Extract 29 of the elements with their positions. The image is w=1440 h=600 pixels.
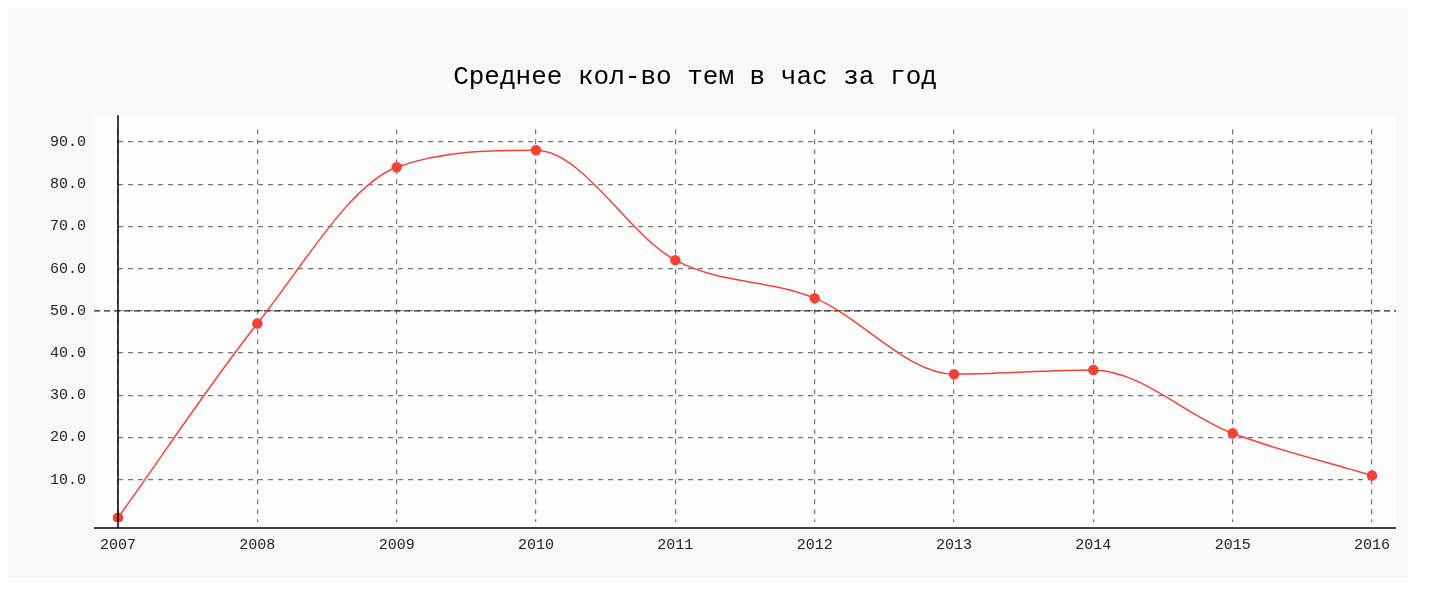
x-tick-label: 2015 [1214, 536, 1251, 554]
point [252, 318, 263, 329]
point [391, 161, 402, 173]
x-tick-label: 2009 [378, 536, 415, 554]
point [948, 368, 960, 380]
x-tick-label: 2012 [796, 536, 833, 554]
x-tick-label: 2011 [657, 536, 694, 554]
y-tick-label: 90.0 [49, 133, 87, 151]
y-tick-label: 10.0 [49, 471, 87, 489]
y-tick-label: 40.0 [49, 345, 87, 363]
x-tick-label: 2014 [1075, 536, 1112, 554]
point [530, 145, 542, 156]
y-tick-label: 60.0 [49, 260, 87, 278]
point [809, 292, 820, 304]
y-tick-label: 20.0 [49, 429, 87, 447]
point [1366, 470, 1378, 481]
x-tick-label: 2008 [239, 536, 276, 554]
y-tick-label: 70.0 [49, 218, 87, 236]
y-tick-label: 30.0 [49, 387, 87, 405]
x-tick-label: 2013 [935, 536, 973, 554]
point [1088, 364, 1099, 376]
point [1227, 428, 1238, 439]
x-tick-label: 2010 [518, 536, 555, 554]
y-tick-label: 80.0 [49, 176, 87, 194]
chart-title: Среднее кол-во тем в час за год [453, 62, 937, 93]
x-tick-label: 2016 [1353, 536, 1391, 554]
x-tick-label: 2007 [100, 536, 137, 554]
y-tick-label: 50.0 [49, 302, 87, 320]
point [670, 254, 681, 266]
